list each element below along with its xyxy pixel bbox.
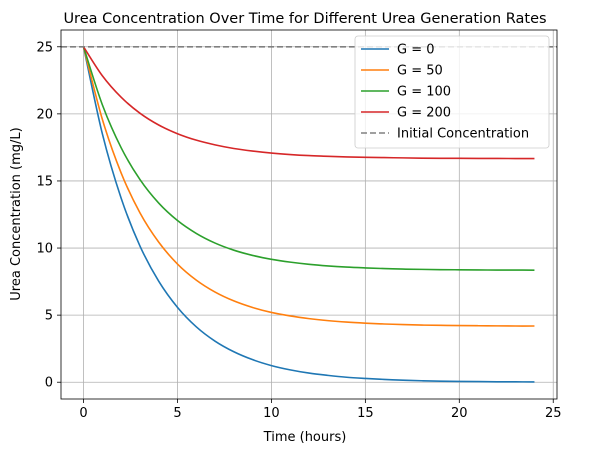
y-tick-label: 15: [36, 174, 53, 189]
series-line-0: [82, 46, 535, 383]
plot-frame: [60, 29, 558, 400]
y-tick-label: 10: [36, 242, 53, 257]
x-tick-label: 0: [79, 406, 87, 421]
series-line-2: [82, 46, 535, 271]
legend-label: Initial Concentration: [397, 127, 529, 142]
y-tick-label: 20: [36, 107, 53, 122]
y-tick-label: 0: [45, 376, 53, 391]
x-tick-label: 15: [357, 406, 374, 421]
legend-label: G = 50: [397, 64, 443, 79]
x-axis-label: Time (hours): [263, 430, 347, 445]
legend-box: [354, 35, 550, 149]
tick-layer: 0 5 10 15 20 25 0 5 10 15 20 25: [36, 40, 561, 421]
series-line-3: [82, 46, 535, 160]
y-tick-label: 5: [45, 309, 53, 324]
legend: G = 0 G = 50 G = 100 G = 200 Initial Concent…: [354, 35, 550, 149]
legend-label: G = 200: [397, 106, 451, 121]
x-tick-label: 25: [545, 406, 562, 421]
x-tick-label: 20: [451, 406, 468, 421]
series-layer: [61, 45, 557, 383]
y-tick-label: 25: [36, 40, 53, 55]
legend-label: G = 0: [397, 43, 435, 58]
series-line-1: [82, 46, 535, 327]
y-axis-label: Urea Concentration (mg/L): [9, 127, 24, 300]
x-tick-label: 10: [263, 406, 280, 421]
legend-label: G = 100: [397, 85, 451, 100]
chart-title: Urea Concentration Over Time for Differe…: [63, 11, 546, 27]
x-tick-label: 5: [173, 406, 181, 421]
